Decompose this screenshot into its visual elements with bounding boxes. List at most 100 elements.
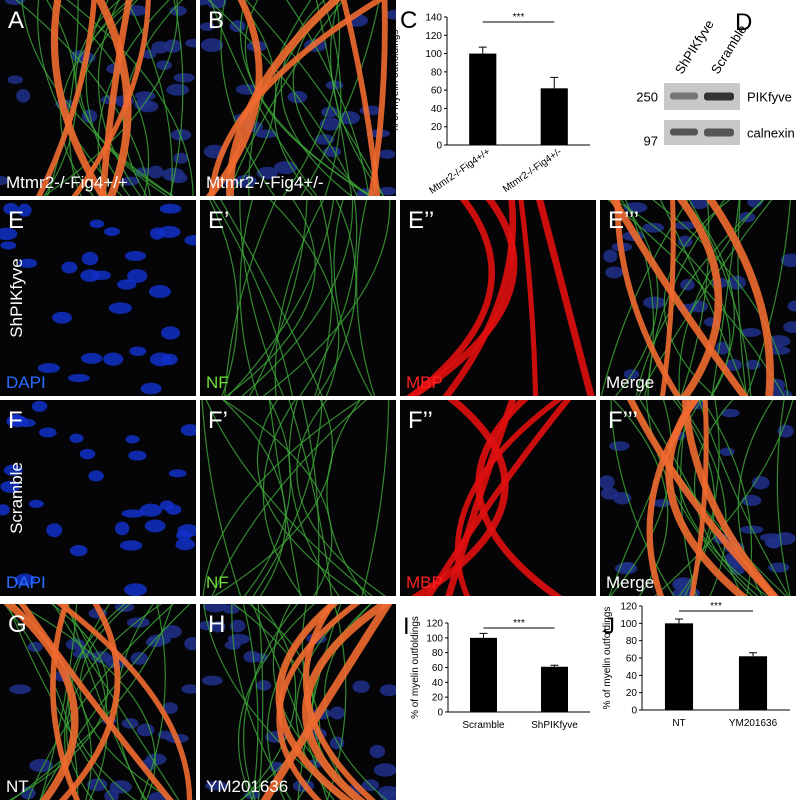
- neurite: [252, 400, 323, 596]
- nucleus: [741, 494, 762, 507]
- panel-caption: Merge: [606, 373, 654, 392]
- nucleus: [125, 435, 140, 444]
- nucleus: [235, 174, 257, 188]
- nucleus: [369, 744, 386, 759]
- x-tick-label: ShPIKfyve: [531, 720, 578, 731]
- neurite: [213, 400, 334, 596]
- nucleus: [203, 604, 227, 613]
- neurite: [361, 400, 390, 596]
- panel-caption: NF: [206, 573, 229, 592]
- nucleus: [148, 285, 171, 299]
- nucleus: [181, 684, 196, 694]
- nucleus: [603, 249, 618, 263]
- micrograph: B Mtmr2-/-Fig4+/-: [200, 0, 396, 196]
- nucleus: [205, 780, 227, 791]
- neurite: [242, 604, 259, 800]
- neurite: [43, 0, 179, 196]
- nucleus: [157, 730, 172, 740]
- myelin: [368, 0, 388, 196]
- nucleus: [319, 117, 342, 131]
- nucleus: [144, 519, 166, 533]
- nucleus: [777, 424, 794, 438]
- nucleus: [320, 106, 339, 118]
- y-tick-label: 100: [620, 619, 637, 630]
- nucleus: [739, 525, 764, 534]
- nucleus: [740, 327, 762, 337]
- neurite: [776, 400, 791, 596]
- image-bg: [0, 400, 196, 596]
- panel-caption: DAPI: [6, 373, 46, 392]
- error-bar: [749, 652, 757, 657]
- nucleus: [200, 0, 210, 6]
- neurite: [280, 0, 353, 196]
- myelin: [425, 400, 572, 596]
- nucleus: [783, 321, 796, 334]
- panel-caption: DAPI: [6, 573, 46, 592]
- nucleus: [768, 562, 790, 573]
- image: [0, 200, 196, 396]
- nucleus: [127, 269, 148, 283]
- neurite: [711, 200, 740, 396]
- nucleus: [103, 352, 124, 366]
- significance-label: ***: [513, 12, 525, 23]
- nucleus: [224, 640, 241, 650]
- image: [400, 400, 596, 596]
- nucleus: [38, 427, 57, 438]
- panel-caption: Mtmr2-/-Fig4+/+: [6, 173, 128, 192]
- neurite: [268, 400, 301, 596]
- panel-letter: F: [8, 407, 23, 434]
- myelin: [659, 200, 676, 396]
- nucleus: [600, 475, 615, 490]
- panel-letter: E’’’: [608, 207, 639, 234]
- nucleus: [140, 382, 162, 395]
- nucleus: [379, 149, 396, 159]
- nucleus: [168, 469, 187, 478]
- nucleus: [126, 617, 150, 628]
- neurite: [314, 200, 333, 396]
- image: [200, 200, 396, 396]
- nucleus: [184, 234, 196, 246]
- myelin: [260, 604, 393, 800]
- nucleus: [89, 219, 105, 229]
- neurite: [248, 0, 312, 196]
- nucleus: [256, 680, 272, 691]
- neurite: [211, 400, 368, 596]
- nucleus: [147, 634, 172, 646]
- neurite: [262, 200, 391, 396]
- panel-letter: I: [403, 613, 410, 640]
- panel-caption: Merge: [606, 573, 654, 592]
- nucleus: [162, 625, 182, 639]
- nucleus: [139, 503, 162, 517]
- neurite: [239, 0, 371, 196]
- nucleus: [652, 499, 672, 508]
- nucleus: [31, 400, 48, 412]
- panel-caption: MBP: [406, 373, 443, 392]
- neurite: [326, 400, 368, 596]
- neurite: [207, 0, 358, 196]
- marker-label: 97: [644, 134, 658, 149]
- neurite: [610, 400, 675, 596]
- nucleus: [751, 476, 770, 490]
- nucleus: [184, 636, 196, 651]
- panel-letter: A: [8, 7, 24, 34]
- nucleus: [378, 186, 396, 196]
- micrograph: E’ NF: [200, 200, 396, 396]
- myelin: [689, 400, 709, 596]
- neurite: [224, 200, 277, 396]
- nucleus: [124, 250, 147, 261]
- nucleus: [103, 227, 120, 237]
- bar: [664, 623, 694, 710]
- nucleus: [725, 358, 743, 371]
- nucleus: [254, 129, 278, 139]
- neurite: [282, 0, 341, 196]
- nucleus: [609, 441, 630, 451]
- nucleus: [200, 22, 215, 31]
- nucleus: [780, 253, 796, 268]
- x-tick-label: Scramble: [462, 720, 505, 731]
- nucleus: [273, 161, 298, 174]
- neurite: [701, 400, 753, 596]
- neurite: [209, 200, 239, 396]
- neurite: [239, 200, 259, 396]
- nucleus: [67, 373, 90, 383]
- panel-letter: F’’: [408, 407, 433, 434]
